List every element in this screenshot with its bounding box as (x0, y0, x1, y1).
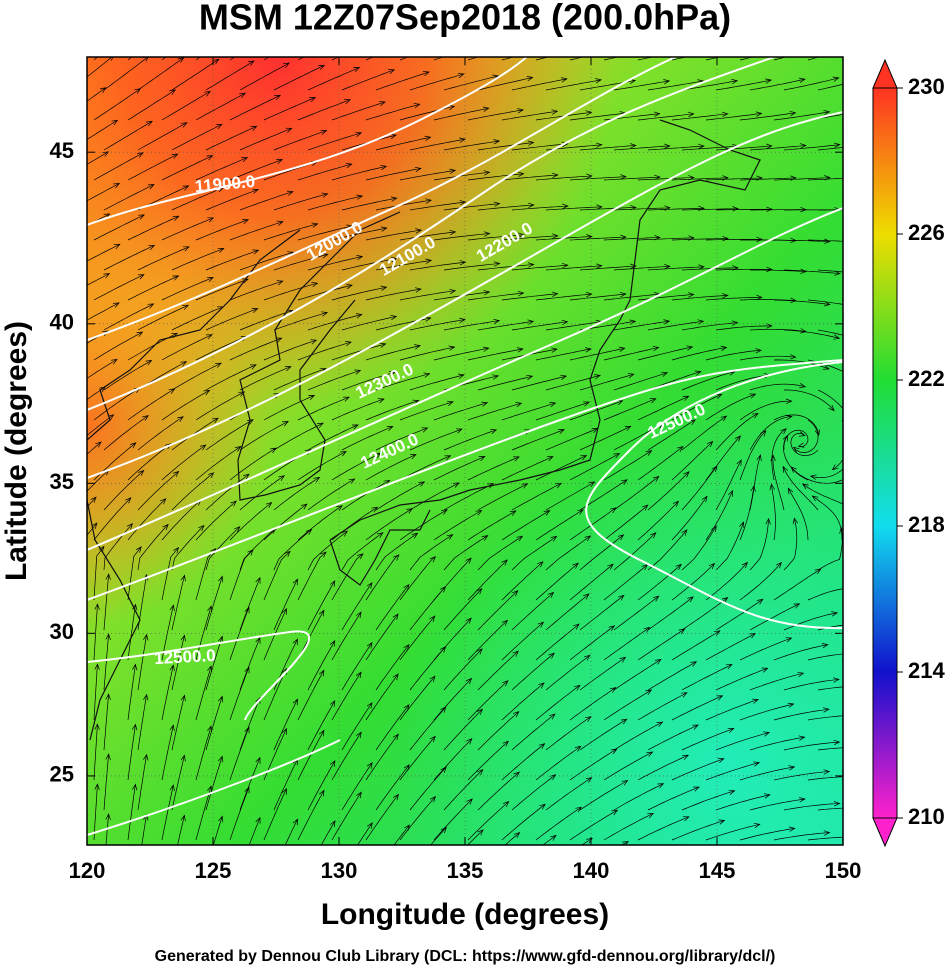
stream-arrow (729, 851, 735, 856)
streamline (750, 860, 805, 870)
streamline (60, 664, 61, 720)
x-tick-label: 135 (447, 858, 484, 883)
streamline (614, 845, 664, 870)
map-field: 11900.0 12000.0 12100.0 12200.0 12300.0 … (57, 22, 908, 874)
stream-arrow (57, 604, 62, 610)
stream-arrow (900, 341, 906, 346)
y-axis-label: Latitude (degrees) (0, 321, 33, 581)
stream-arrow (902, 750, 908, 755)
stream-arrow (858, 175, 864, 180)
streamline (70, 694, 71, 750)
stream-arrow (900, 74, 906, 78)
x-tick-label: 120 (69, 858, 106, 883)
colorbar-tick-label: 214 (908, 658, 945, 683)
stream-arrow (799, 858, 805, 863)
y-tick-label: 45 (50, 138, 74, 163)
contour-label: 12500.0 (154, 646, 216, 668)
stream-arrow (858, 713, 864, 718)
colorbar-tick-label: 230 (908, 74, 945, 99)
stream-arrow (855, 43, 861, 47)
stream-arrow (892, 839, 898, 844)
stream-arrow (446, 40, 452, 44)
x-tick-label: 150 (825, 858, 862, 883)
stream-arrow (822, 44, 828, 48)
stream-arrow (902, 140, 908, 145)
stream-arrow (902, 631, 908, 636)
y-tick-label: 25 (50, 762, 74, 787)
stream-arrow (858, 305, 864, 310)
stream-arrow (868, 866, 874, 871)
x-tick-label: 140 (573, 858, 610, 883)
streamline (842, 41, 895, 60)
stream-arrow (653, 47, 659, 52)
stream-arrow (584, 46, 590, 51)
stream-arrow (866, 340, 872, 344)
stream-arrow (858, 774, 864, 779)
footer: Generated by Dennou Club Library (DCL: h… (155, 948, 776, 965)
stream-arrow (858, 651, 864, 656)
stream-arrow (858, 835, 864, 840)
stream-arrow (68, 694, 73, 700)
y-tick-label: 40 (50, 310, 74, 335)
streamline (60, 22, 101, 60)
stream-arrow (62, 546, 67, 552)
colorbar: 210 214 218 222 226 230 (873, 60, 945, 846)
y-tick-label: 35 (50, 469, 74, 494)
stream-arrow (694, 848, 700, 852)
stream-arrow (854, 376, 860, 381)
stream-arrow (481, 42, 487, 46)
stream-arrow (619, 46, 625, 51)
y-tick-label: 30 (50, 619, 74, 644)
stream-arrow (902, 690, 908, 695)
stream-arrow (902, 206, 908, 211)
streamline (648, 848, 700, 870)
streamline (60, 546, 67, 600)
stream-arrow (857, 109, 863, 114)
stream-arrow (755, 46, 761, 51)
stream-arrow (764, 855, 770, 860)
stream-arrow (96, 22, 102, 28)
stream-arrow (68, 754, 73, 760)
stream-arrow (68, 814, 73, 820)
colorbar-tick-label: 226 (908, 220, 945, 245)
stream-arrow (412, 38, 418, 42)
stream-arrow (901, 577, 907, 581)
streamline (842, 840, 898, 842)
colorbar-min (873, 818, 897, 846)
colorbar-tick-label: 222 (908, 366, 945, 391)
colorbar-tick-label: 210 (908, 804, 945, 829)
stream-arrow (687, 47, 693, 52)
colorbar-max (873, 60, 897, 88)
stream-arrow (788, 45, 794, 50)
streamline (298, 34, 347, 60)
stream-arrow (889, 41, 895, 45)
stream-arrow (902, 870, 908, 875)
stream-arrow (166, 24, 172, 29)
x-tick-label: 130 (321, 858, 358, 883)
colorbar-tick-label: 218 (908, 512, 945, 537)
x-tick-label: 125 (195, 858, 232, 883)
stream-arrow (550, 45, 556, 50)
stream-arrow (866, 76, 872, 81)
title: MSM 12Z07Sep2018 (200.0hPa) (199, 0, 731, 38)
stream-arrow (57, 724, 62, 730)
stream-arrow (721, 47, 727, 52)
colorbar-body (873, 88, 897, 818)
x-tick-label: 145 (699, 858, 736, 883)
stream-arrow (57, 664, 62, 670)
streamline (59, 784, 60, 840)
stream-arrow (858, 239, 864, 244)
streamline (94, 23, 136, 60)
stream-arrow (857, 585, 863, 590)
stream-arrow (131, 23, 137, 28)
stream-arrow (851, 424, 855, 430)
stream-arrow (902, 272, 908, 277)
stream-arrow (516, 43, 522, 48)
streamline (128, 24, 171, 60)
stream-arrow (68, 574, 73, 580)
x-axis-label: Longitude (degrees) (321, 898, 609, 931)
